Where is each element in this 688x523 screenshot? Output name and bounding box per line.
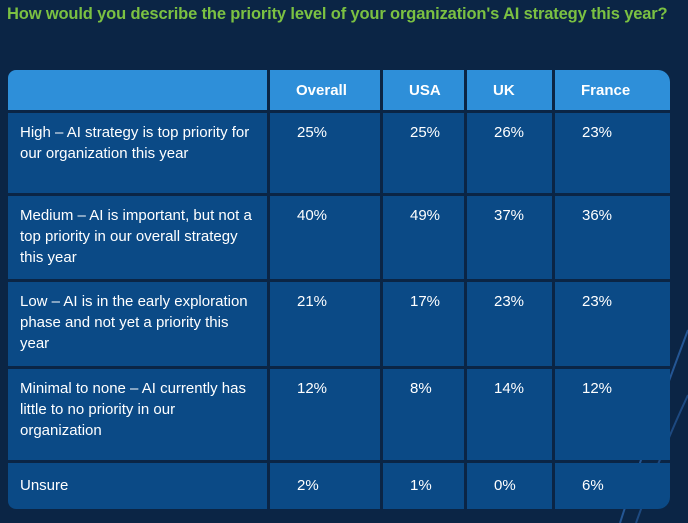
data-table: Overall USA UK France High – AI strategy is … xyxy=(8,70,670,509)
value-cell: 49% xyxy=(383,196,464,279)
value-cell: 2% xyxy=(270,463,380,509)
value-cell: 26% xyxy=(467,113,552,193)
value-cell: 12% xyxy=(555,369,670,460)
row-label: Low – AI is in the early exploration pha… xyxy=(8,282,267,366)
value-cell: 23% xyxy=(555,113,670,193)
value-cell: 23% xyxy=(467,282,552,366)
value-cell: 37% xyxy=(467,196,552,279)
header-cell-uk: UK xyxy=(467,70,552,110)
row-label: Medium – AI is important, but not a top … xyxy=(8,196,267,279)
value-cell: 8% xyxy=(383,369,464,460)
value-cell: 23% xyxy=(555,282,670,366)
header-cell-france: France xyxy=(555,70,670,110)
value-cell: 25% xyxy=(383,113,464,193)
value-cell: 36% xyxy=(555,196,670,279)
row-label: Minimal to none – AI currently has littl… xyxy=(8,369,267,460)
value-cell: 25% xyxy=(270,113,380,193)
row-label: Unsure xyxy=(8,463,267,509)
header-cell-overall: Overall xyxy=(270,70,380,110)
value-cell: 17% xyxy=(383,282,464,366)
value-cell: 0% xyxy=(467,463,552,509)
row-label: High – AI strategy is top priority for o… xyxy=(8,113,267,193)
value-cell: 6% xyxy=(555,463,670,509)
header-cell-blank xyxy=(8,70,267,110)
header-cell-usa: USA xyxy=(383,70,464,110)
value-cell: 40% xyxy=(270,196,380,279)
value-cell: 14% xyxy=(467,369,552,460)
value-cell: 1% xyxy=(383,463,464,509)
value-cell: 21% xyxy=(270,282,380,366)
chart-title: How would you describe the priority leve… xyxy=(7,5,668,23)
value-cell: 12% xyxy=(270,369,380,460)
